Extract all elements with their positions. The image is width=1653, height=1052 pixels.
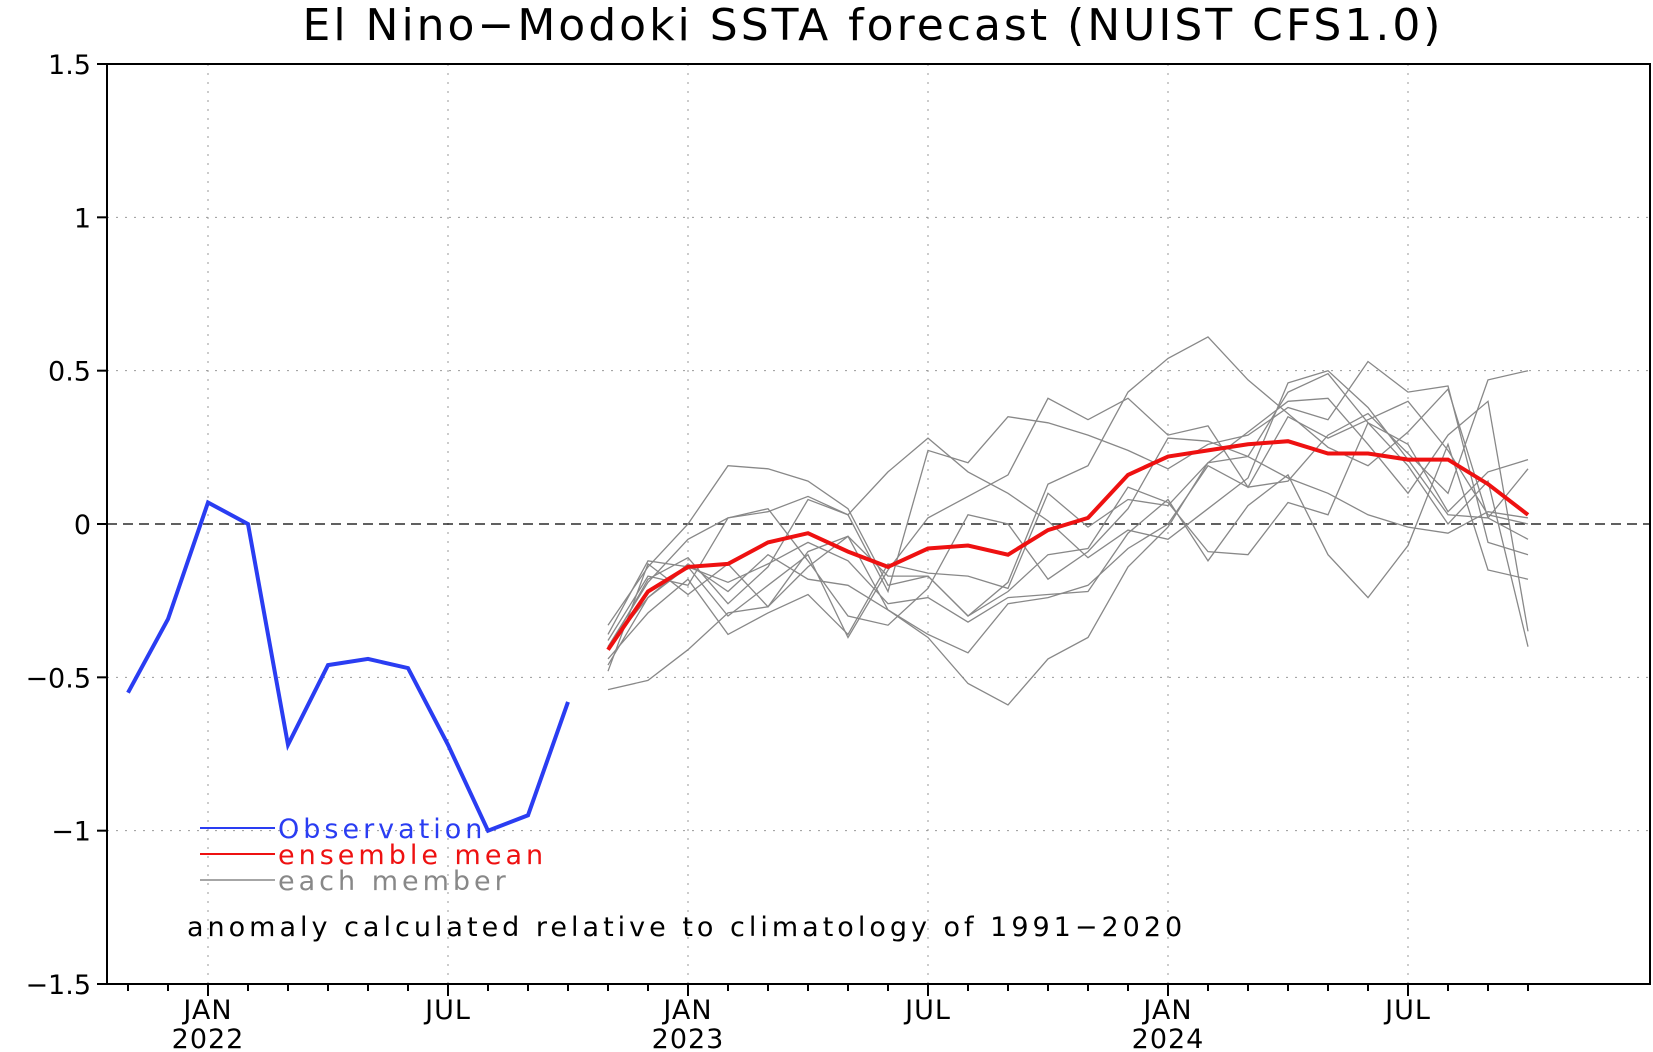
member-line-9 [607, 455, 1529, 706]
member-line-7 [607, 421, 1529, 672]
y-tick-label: 1 [74, 203, 91, 234]
y-tick-label: 0 [74, 510, 91, 541]
member-line-4 [607, 370, 1529, 666]
climatology-note: anomaly calculated relative to climatolo… [187, 912, 1186, 943]
observation-series-group [126, 499, 570, 834]
y-tick-label: −0.5 [25, 663, 91, 694]
chart-title: El Nino−Modoki SSTA forecast (NUIST CFS1… [303, 0, 1444, 51]
x-tick-label: JUL [423, 995, 471, 1026]
legend-label-ensemble-mean: ensemble mean [278, 840, 547, 871]
member-line-3 [607, 360, 1529, 648]
member-line-5 [607, 372, 1529, 641]
x-tick-year: 2023 [652, 1024, 725, 1052]
y-tick-label: −1 [51, 817, 91, 848]
x-tick-label: JAN [181, 995, 232, 1026]
y-tick-label: 0.5 [48, 357, 91, 388]
observation-line [126, 499, 570, 834]
member-line-6 [607, 397, 1529, 660]
x-tick-year: 2024 [1132, 1024, 1205, 1052]
legend: Observation ensemble mean each member [200, 814, 547, 897]
y-axis: 1.5 1 0.5 0 −0.5 −1 −1.5 [25, 50, 107, 1001]
legend-label-each-member: each member [278, 866, 510, 897]
ensemble-mean-series-group [606, 439, 1530, 651]
member-line-8 [607, 369, 1529, 651]
x-tick-label: JUL [903, 995, 951, 1026]
legend-label-observation: Observation [278, 814, 486, 845]
member-line-10 [607, 442, 1529, 648]
x-tick-label: JAN [1141, 995, 1192, 1026]
x-tick-label: JUL [1383, 995, 1431, 1026]
y-tick-label: −1.5 [25, 970, 91, 1001]
ensemble-mean-line [606, 439, 1530, 651]
y-tick-label: 1.5 [48, 50, 91, 81]
member-line-1 [607, 336, 1529, 626]
x-tick-year: 2022 [172, 1024, 245, 1052]
member-series-group [607, 336, 1529, 706]
x-tick-label: JAN [661, 995, 712, 1026]
